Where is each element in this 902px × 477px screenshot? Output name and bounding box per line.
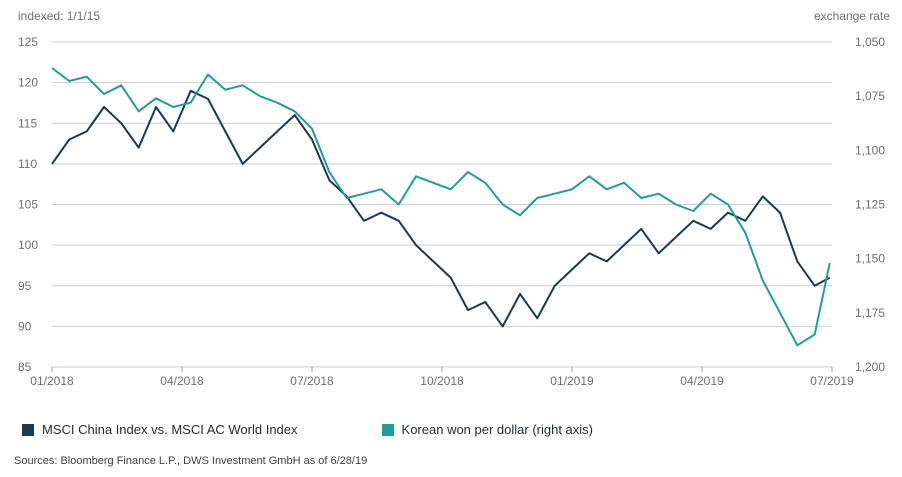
legend-item-china: MSCI China Index vs. MSCI AC World Index (22, 422, 298, 437)
legend-item-krw: Korean won per dollar (right axis) (381, 422, 594, 437)
y-tick-left: 85 (18, 360, 32, 374)
right-axis-title: exchange rate (814, 9, 890, 23)
series-line-krw (51, 67, 831, 347)
line-chart: 85 90 95 100 105 110 115 120 125 1,050 1,075 1,100 1… (18, 9, 890, 388)
y-tick-right: 1,175 (855, 306, 885, 320)
y-tick-left: 125 (18, 35, 38, 49)
y-tick-right: 1,100 (855, 143, 885, 157)
legend-swatch-krw (381, 423, 394, 436)
y-tick-right: 1,200 (855, 360, 885, 374)
left-axis-title: indexed: 1/1/15 (18, 9, 100, 23)
y-tick-right: 1,150 (855, 252, 885, 266)
y-tick-left: 115 (18, 116, 37, 130)
y-tick-right: 1,075 (855, 89, 885, 103)
y-tick-left: 95 (18, 279, 32, 293)
legend: MSCI China Index vs. MSCI AC World Index… (22, 422, 677, 437)
legend-label-china: MSCI China Index vs. MSCI AC World Index (42, 422, 298, 437)
y-tick-left: 90 (18, 319, 32, 333)
x-tick-label: 07/2019 (810, 374, 854, 388)
x-tick-label: 04/2019 (680, 374, 724, 388)
y-tick-left: 100 (18, 238, 38, 252)
y-tick-right: 1,050 (855, 35, 885, 49)
series-line-china (51, 89, 831, 328)
x-tick-label: 01/2019 (550, 374, 594, 388)
y-tick-left: 120 (18, 76, 38, 90)
source-note: Sources: Bloomberg Finance L.P., DWS Inv… (14, 455, 368, 467)
x-tick-label: 04/2018 (160, 374, 204, 388)
y-tick-right: 1,125 (855, 198, 885, 212)
legend-swatch-china (22, 423, 34, 436)
y-tick-left: 105 (18, 198, 38, 212)
x-tick-label: 07/2018 (290, 374, 334, 388)
y-tick-left: 110 (18, 157, 37, 171)
x-tick-label: 10/2018 (420, 374, 464, 388)
legend-label-krw: Korean won per dollar (right axis) (401, 422, 594, 437)
x-tick-label: 01/2018 (30, 374, 74, 388)
